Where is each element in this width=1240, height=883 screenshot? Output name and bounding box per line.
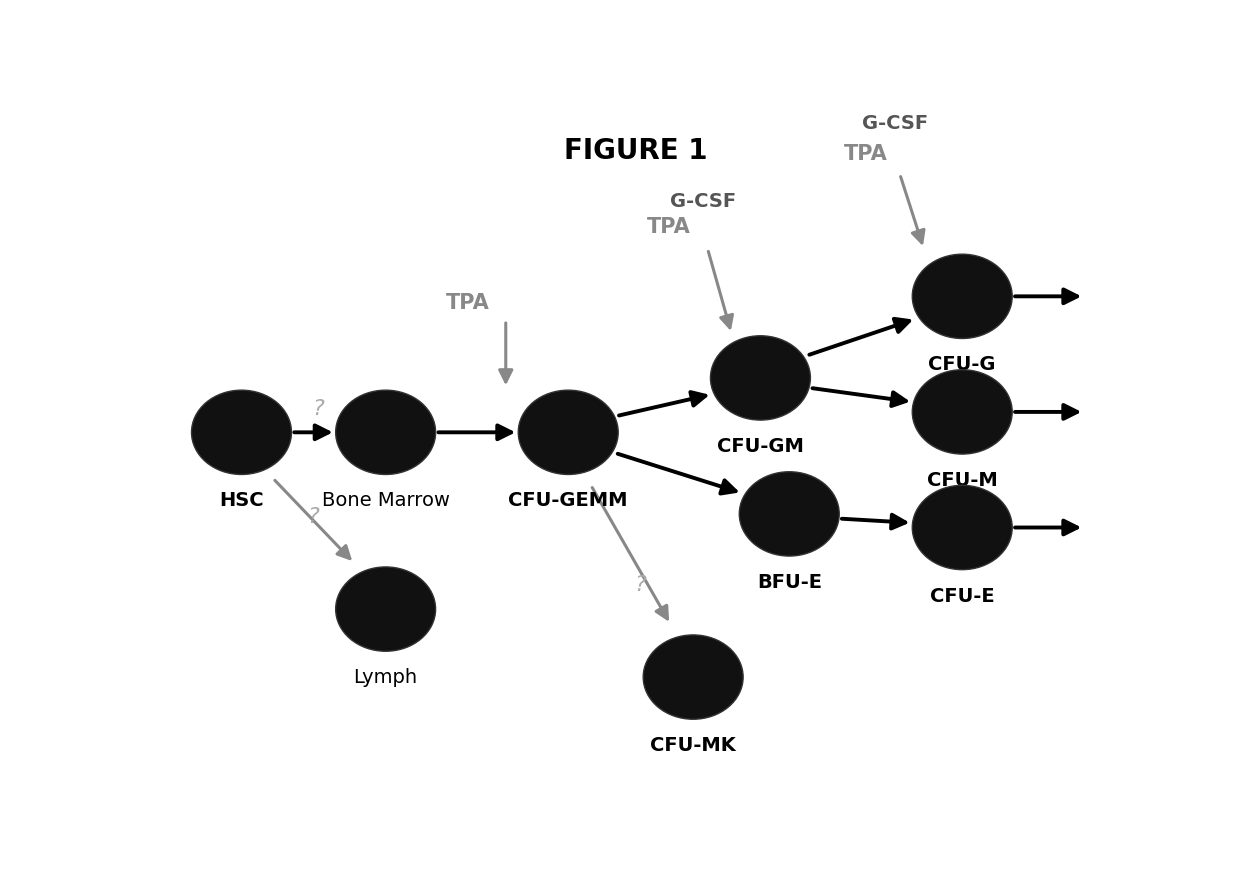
Text: TPA: TPA [844, 144, 888, 163]
Text: TPA: TPA [647, 216, 691, 237]
Ellipse shape [336, 390, 435, 474]
Text: CFU-GM: CFU-GM [717, 437, 804, 457]
Text: HSC: HSC [219, 492, 264, 510]
Text: Bone Marrow: Bone Marrow [321, 492, 450, 510]
Text: ?: ? [308, 508, 320, 527]
Ellipse shape [913, 486, 1012, 570]
Text: CFU-M: CFU-M [926, 471, 998, 490]
Text: CFU-MK: CFU-MK [650, 736, 737, 755]
Text: BFU-E: BFU-E [756, 573, 822, 592]
Text: ?: ? [312, 398, 324, 419]
Text: TPA: TPA [445, 293, 490, 313]
Ellipse shape [913, 254, 1012, 338]
Text: CFU-GEMM: CFU-GEMM [508, 492, 627, 510]
Ellipse shape [711, 336, 811, 420]
Text: G-CSF: G-CSF [862, 114, 928, 133]
Ellipse shape [518, 390, 619, 474]
Text: CFU-G: CFU-G [929, 356, 996, 374]
Ellipse shape [191, 390, 291, 474]
Text: G-CSF: G-CSF [670, 192, 735, 211]
Ellipse shape [739, 472, 839, 556]
Text: FIGURE 1: FIGURE 1 [564, 137, 707, 164]
Ellipse shape [336, 567, 435, 652]
Text: ?: ? [635, 576, 646, 595]
Ellipse shape [644, 635, 743, 720]
Ellipse shape [913, 370, 1012, 454]
Text: CFU-E: CFU-E [930, 586, 994, 606]
Text: Lymph: Lymph [353, 668, 418, 687]
